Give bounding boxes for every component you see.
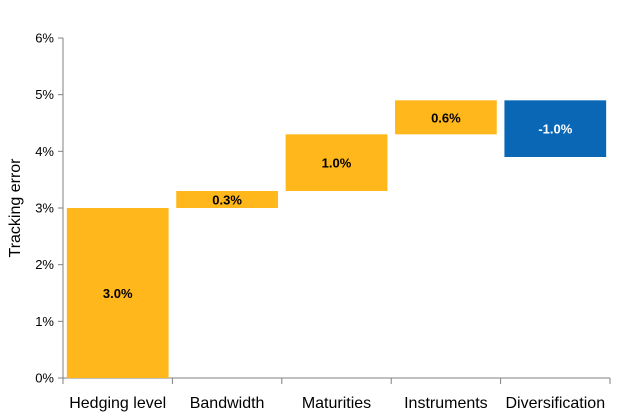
bar (504, 100, 607, 157)
data-label: 1.0% (322, 156, 352, 171)
y-tick-label: 5% (35, 87, 54, 102)
data-label: 3.0% (103, 286, 133, 301)
y-tick-label: 0% (35, 371, 54, 386)
y-tick-label: 2% (35, 257, 54, 272)
y-tick-label: 1% (35, 314, 54, 329)
bar (285, 134, 388, 191)
y-axis-title: Tracking error (7, 158, 24, 258)
bar (395, 100, 497, 135)
axes: 0% 1% 2% 3% 4% 5% 6% Hedging level Bandwidth Matu… (35, 31, 611, 412)
data-label: -1.0% (538, 122, 572, 137)
data-label: 0.3% (212, 193, 242, 208)
y-tick-label: 4% (35, 144, 54, 159)
y-tick-label: 3% (35, 201, 54, 216)
y-tick-label: 6% (35, 31, 54, 46)
bar (176, 191, 278, 208)
x-tick-label: Maturities (302, 395, 371, 412)
bars (66, 100, 607, 378)
data-label: 0.6% (431, 110, 461, 125)
x-tick-label: Bandwidth (190, 395, 265, 412)
x-tick-label: Diversification (506, 395, 606, 412)
data-labels: 3.0% 0.3% 1.0% 0.6% -1.0% (103, 110, 573, 301)
bar (66, 208, 169, 378)
x-tick-label: Instruments (404, 395, 488, 412)
x-tick-label: Hedging level (69, 395, 166, 412)
